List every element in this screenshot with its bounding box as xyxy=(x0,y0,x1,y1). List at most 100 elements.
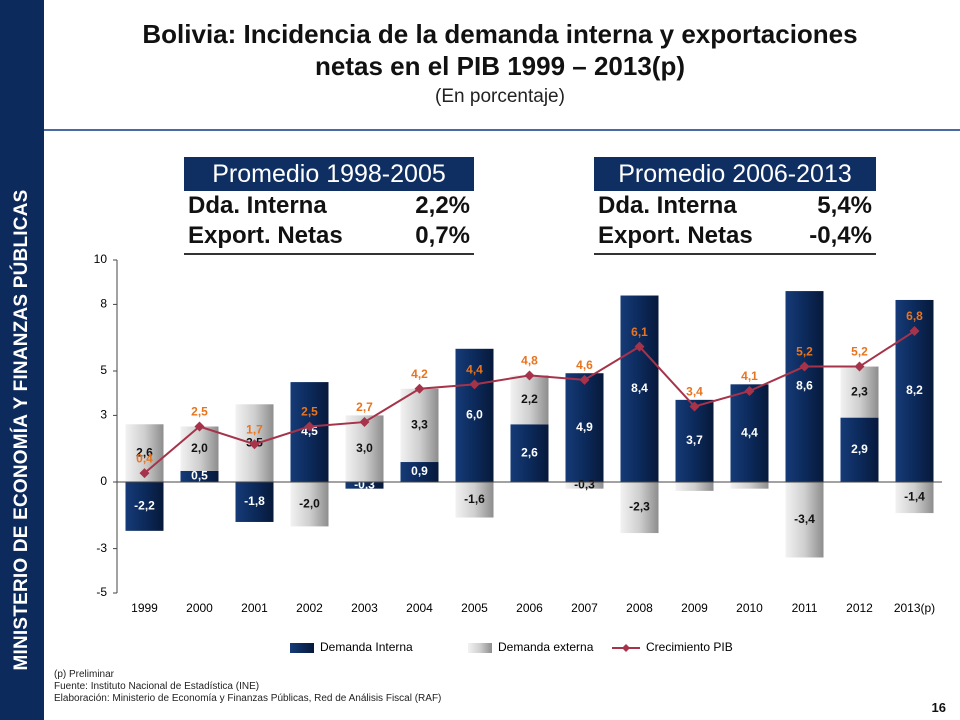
bar-demanda-externa-label: 3,0 xyxy=(356,441,373,455)
legend-marker-pib xyxy=(622,644,630,652)
bar-demanda-externa xyxy=(290,482,329,527)
pib-value-label: 0,4 xyxy=(136,451,153,465)
x-tick-label: 2009 xyxy=(681,601,708,615)
ministry-sidebar: MINISTERIO DE ECONOMÍA Y FINANZAS PÚBLIC… xyxy=(0,0,44,720)
bar-demanda-externa xyxy=(620,482,659,534)
pib-value-label: 5,2 xyxy=(796,345,813,359)
bar-demanda-interna xyxy=(840,417,879,482)
bar-demanda-externa xyxy=(840,366,879,418)
pib-marker xyxy=(799,361,810,372)
page-number: 16 xyxy=(931,700,946,715)
bar-demanda-externa-label: -0,3 xyxy=(574,478,595,492)
x-tick-label: 2012 xyxy=(846,601,873,615)
pib-marker xyxy=(194,421,205,432)
pib-value-label: 6,1 xyxy=(631,325,648,339)
average-row-label: Export. Netas xyxy=(188,222,343,249)
bar-demanda-interna-label: 8,2 xyxy=(906,383,923,397)
bar-demanda-externa-label: -2,3 xyxy=(629,500,650,514)
bar-demanda-interna-label: -1,8 xyxy=(244,494,265,508)
y-tick-label: 10 xyxy=(94,252,108,266)
x-tick-label: 2006 xyxy=(516,601,543,615)
bar-demanda-externa xyxy=(895,482,934,514)
y-tick-label: 8 xyxy=(100,297,107,311)
bar-demanda-interna xyxy=(180,470,219,482)
average-row-label: Export. Netas xyxy=(598,222,753,249)
bar-demanda-externa xyxy=(730,482,769,489)
footnote-source: Fuente: Instituto Nacional de Estadístic… xyxy=(54,681,260,692)
chart-subtitle: (En porcentaje) xyxy=(435,86,565,107)
average-box-header: Promedio 1998-2005 xyxy=(184,157,474,191)
bar-demanda-interna-label: 6,0 xyxy=(466,408,483,422)
bar-demanda-interna-label: 8,6 xyxy=(796,379,813,393)
bar-demanda-externa-label: 2,6 xyxy=(136,445,153,459)
footnote-elaboration: Elaboración: Ministerio de Economía y Fi… xyxy=(54,693,442,704)
bar-demanda-interna xyxy=(785,291,824,482)
average-box-2006-2013: Promedio 2006-2013 Dda. Interna 5,4% Exp… xyxy=(594,157,876,255)
pib-marker xyxy=(524,370,535,381)
chart-svg: 108530-3-5-2,22,619990,52,02000-1,83,520… xyxy=(94,252,942,654)
pib-value-label: 4,6 xyxy=(576,358,593,372)
pib-marker xyxy=(304,421,315,432)
bar-demanda-externa xyxy=(510,375,549,425)
bar-demanda-externa xyxy=(785,482,824,558)
pib-marker xyxy=(249,439,260,450)
bar-demanda-interna xyxy=(510,424,549,482)
average-row-net-exports: Export. Netas 0,7% xyxy=(184,221,474,251)
pib-marker xyxy=(854,361,865,372)
bar-demanda-interna xyxy=(125,482,164,531)
pib-marker xyxy=(579,374,590,385)
bar-demanda-externa-label: -1,4 xyxy=(904,490,925,504)
bar-demanda-interna xyxy=(290,382,329,482)
average-row-net-exports: Export. Netas -0,4% xyxy=(594,221,876,251)
bar-demanda-externa-label: -2,0 xyxy=(299,496,320,510)
bar-demanda-externa-label: 3,3 xyxy=(411,418,428,432)
ministry-name: MINISTERIO DE ECONOMÍA Y FINANZAS PÚBLIC… xyxy=(11,189,32,671)
bar-demanda-interna-label: 8,4 xyxy=(631,381,648,395)
pib-marker xyxy=(139,468,150,479)
pib-marker xyxy=(469,379,480,390)
bar-demanda-interna-label: 4,9 xyxy=(576,420,593,434)
pib-value-label: 2,5 xyxy=(191,405,208,419)
pib-marker xyxy=(909,326,920,337)
pib-value-label: 4,2 xyxy=(411,367,428,381)
average-box-underline xyxy=(594,253,876,255)
pib-marker xyxy=(634,341,645,352)
pib-value-label: 4,4 xyxy=(466,362,483,376)
bar-demanda-interna xyxy=(620,295,659,482)
bar-demanda-externa-label: 2,0 xyxy=(191,441,208,455)
pib-value-label: 2,5 xyxy=(301,405,318,419)
bar-demanda-interna xyxy=(455,348,494,482)
bar-demanda-interna-label: 2,9 xyxy=(851,442,868,456)
title-divider xyxy=(44,129,960,131)
x-tick-label: 1999 xyxy=(131,601,158,615)
x-tick-label: 2002 xyxy=(296,601,323,615)
bar-demanda-externa-label: -3,4 xyxy=(794,512,815,526)
y-tick-label: 0 xyxy=(100,474,107,488)
pib-value-label: 4,1 xyxy=(741,369,758,383)
average-box-underline xyxy=(184,253,474,255)
pib-value-label: 4,8 xyxy=(521,354,538,368)
bar-demanda-interna xyxy=(345,482,384,489)
legend-label-demanda-interna: Demanda Interna xyxy=(320,640,413,654)
x-tick-label: 2001 xyxy=(241,601,268,615)
bar-demanda-interna-label: 0,5 xyxy=(191,469,208,483)
x-tick-label: 2007 xyxy=(571,601,598,615)
average-row-domestic: Dda. Interna 5,4% xyxy=(594,191,876,221)
average-row-domestic: Dda. Interna 2,2% xyxy=(184,191,474,221)
bar-demanda-externa xyxy=(565,482,604,489)
average-row-label: Dda. Interna xyxy=(598,192,737,219)
chart-title-line2: netas en el PIB 1999 – 2013(p) xyxy=(315,51,685,81)
bar-demanda-interna xyxy=(675,399,714,482)
pib-value-label: 1,7 xyxy=(246,422,263,436)
legend-swatch-demanda-externa xyxy=(468,643,492,653)
x-tick-label: 2013(p) xyxy=(894,601,935,615)
average-row-value: 0,7% xyxy=(415,222,470,249)
y-tick-label: -5 xyxy=(96,585,107,599)
chart-title-line1: Bolivia: Incidencia de la demanda intern… xyxy=(142,19,858,49)
bar-demanda-interna-label: 4,4 xyxy=(741,425,758,439)
footnotes: (p) Preliminar Fuente: Instituto Naciona… xyxy=(54,669,441,705)
legend-label-pib: Crecimiento PIB xyxy=(646,640,733,654)
x-tick-label: 2011 xyxy=(792,601,818,615)
x-tick-label: 2005 xyxy=(461,601,488,615)
bar-demanda-externa xyxy=(675,482,714,491)
